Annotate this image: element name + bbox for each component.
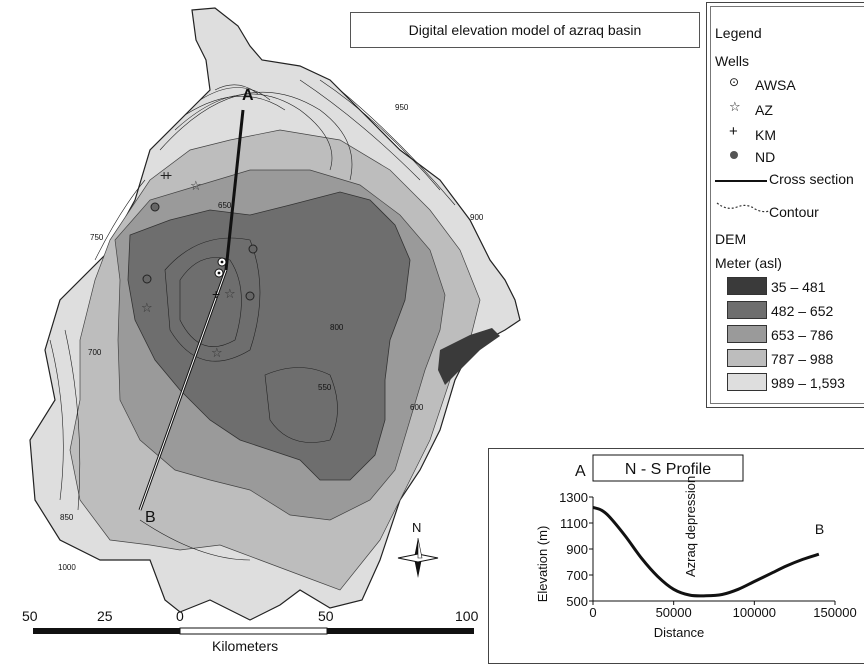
legend-dem-heading: DEM [715,231,747,247]
contour-label: 750 [90,233,104,242]
scale-tick-50-left: 50 [22,608,38,624]
scale-unit-label: Kilometers [212,638,279,654]
profile-x-tick-label: 50000 [656,605,692,620]
profile-panel: N - S Profile A B Elevation (m) Distance… [488,448,864,664]
scale-tick-100: 100 [455,608,479,624]
legend-class-5: 989 – 1,593 [771,375,845,391]
well-az: ☆ [211,345,223,360]
legend-swatch-35-481 [727,277,767,295]
legend-class-2: 482 – 652 [771,303,834,319]
legend-class-4: 787 – 988 [771,351,834,367]
contour-label: 700 [88,348,102,357]
star-icon: ☆ [729,99,741,114]
profile-y-tick-label: 1100 [560,516,588,531]
wells-layer: + + + ☆ ☆ ☆ ☆ [141,167,258,360]
profile-line [592,505,820,598]
legend-well-nd: ND [755,149,776,165]
well-km: + [160,167,168,183]
profile-y-tick-label: 900 [566,542,588,557]
map-title: Digital elevation model of azraq basin [350,12,700,48]
contour-label: 1000 [58,563,76,572]
scale-tick-25: 25 [97,608,113,624]
well-nd [248,244,258,254]
legend-heading: Legend [715,25,762,41]
contour-label: 550 [318,383,332,392]
legend-class-3: 653 – 786 [771,327,834,343]
scale-tick-0: 0 [176,608,184,624]
profile-y-tick-label: 1300 [559,490,588,505]
legend-well-awsa: AWSA [755,77,796,93]
profile-y-tick-label: 500 [566,594,588,609]
legend-contour: Contour [769,204,819,220]
legend-swatch-653-786 [727,325,767,343]
well-km: + [212,286,220,302]
profile-title: N - S Profile [625,461,711,478]
scale-bar [33,627,474,635]
svg-text:+: + [164,167,172,183]
legend-wells-heading: Wells [715,53,749,69]
well-nd [245,291,255,301]
legend-class-1: 35 – 481 [771,279,826,295]
profile-x-tick-label: 150000 [813,605,856,620]
contour-line-icon [716,202,770,213]
filled-circle-icon [730,151,738,159]
point-b-label: B [145,509,156,526]
profile-y-tick-label: 700 [566,568,588,583]
profile-axes: 500 700 900 1100 1300 0 50000 100000 150000 [559,490,857,620]
profile-y-axis-label: Elevation (m) [535,526,550,603]
basin-zone-482-652 [127,191,411,481]
point-a-label: A [242,87,254,104]
profile-start-label: A [575,463,586,480]
plus-icon: + [729,123,738,140]
profile-y-axis-label-text: Elevation (m) [535,526,550,603]
contour-label: 950 [395,103,409,112]
cross-section-line-highlight [139,269,227,511]
contour-label: 900 [470,213,484,222]
legend-panel: Legend Wells ⊙ AWSA ☆ AZ + KM ND Cross s… [706,2,864,408]
contour-lines [49,79,456,561]
basin-zone-35-481 [438,328,500,385]
well-nd [150,202,160,212]
contour-label: 600 [410,403,424,412]
circle-dot-icon: ⊙ [729,75,740,89]
profile-x-axis-label: Distance [654,625,705,640]
profile-end-label: B [815,521,824,537]
contour-label: 850 [60,513,74,522]
legend-well-km: KM [755,127,776,143]
well-az: ☆ [141,300,153,315]
north-arrow-icon: N [397,520,439,578]
profile-chart: N - S Profile A B Elevation (m) Distance… [535,454,857,640]
well-nd [142,274,152,284]
north-label: N [412,520,421,535]
legend-cross-section: Cross section [769,171,854,187]
well-az: ☆ [224,286,236,301]
legend-frame [710,6,864,404]
profile-x-tick-label: 100000 [733,605,776,620]
contour-label: 650 [218,201,232,210]
well-az: ☆ [190,178,202,193]
cross-section-line-icon [715,180,767,182]
legend-well-az: AZ [755,102,773,118]
legend-swatch-482-652 [727,301,767,319]
profile-annotation: Azraq depression [683,476,698,577]
legend-swatch-787-988 [727,349,767,367]
contour-labels: 650 750 800 850 900 550 600 950 1000 700 [58,103,484,572]
contour-label: 800 [330,323,344,332]
legend-dem-unit: Meter (asl) [715,255,782,271]
profile-title-box [592,454,744,482]
map-title-text: Digital elevation model of azraq basin [408,22,642,38]
legend-swatch-989-1593 [727,373,767,391]
profile-x-tick-label: 0 [589,605,596,620]
scale-tick-50-right: 50 [318,608,334,624]
cross-section-line [224,109,245,271]
